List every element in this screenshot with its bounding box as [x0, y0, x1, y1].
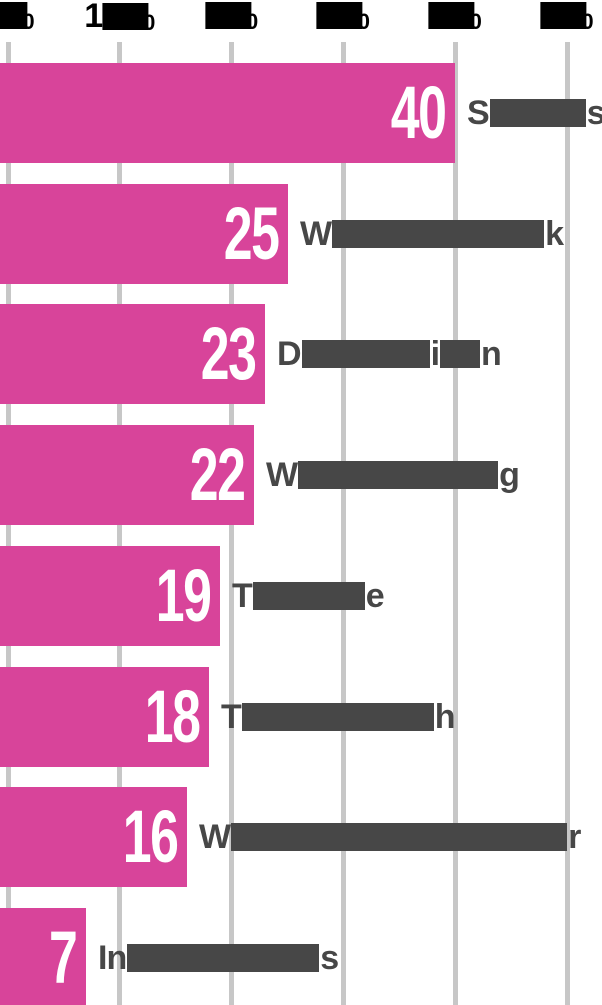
- missing-glyph-box: [102, 3, 149, 30]
- bar-value-label: 23: [200, 312, 256, 395]
- category-label-text: W: [199, 817, 231, 856]
- missing-glyph-box: [127, 944, 320, 972]
- x-axis-tick-label: 0: [0, 2, 35, 34]
- bar-value-label: 22: [189, 433, 245, 516]
- missing-glyph-box: [301, 340, 430, 368]
- bar-value-label: 40: [390, 71, 446, 154]
- category-label-text: W: [300, 214, 332, 253]
- category-label-text: In: [98, 938, 127, 977]
- category-label: In s: [98, 908, 339, 1005]
- missing-glyph-box: [0, 2, 28, 29]
- category-label-text: S: [467, 93, 490, 132]
- gridline: [564, 42, 570, 1005]
- bar: 22: [0, 425, 254, 525]
- x-axis-tick-label: 0: [428, 2, 482, 34]
- bar-value-label: 16: [122, 795, 178, 878]
- bar: 23: [0, 304, 265, 404]
- missing-glyph-box: [204, 2, 251, 29]
- bar: 40: [0, 63, 455, 163]
- category-label-text: W: [266, 455, 298, 494]
- missing-glyph-box: [332, 220, 545, 248]
- missing-glyph-box: [231, 823, 568, 851]
- category-label-text: g: [499, 455, 520, 494]
- missing-glyph-box: [241, 703, 434, 731]
- gridline: [340, 42, 346, 1005]
- tick-digit: 0: [581, 9, 594, 34]
- missing-glyph-box: [316, 2, 363, 29]
- tick-digit: 0: [469, 9, 482, 34]
- missing-glyph-box: [252, 582, 365, 610]
- category-label-text: i: [430, 334, 441, 373]
- category-label-text: T: [232, 576, 253, 615]
- category-label-text: n: [481, 334, 502, 373]
- missing-glyph-box: [440, 340, 481, 368]
- category-label-text: s: [586, 93, 602, 132]
- missing-glyph-box: [298, 461, 499, 489]
- gridline: [452, 42, 458, 1005]
- bar: 25: [0, 184, 288, 284]
- bar: 19: [0, 546, 220, 646]
- category-label-text: r: [568, 817, 581, 856]
- bar: 7: [0, 908, 86, 1005]
- category-label-text: e: [365, 576, 385, 615]
- missing-glyph-box: [428, 2, 475, 29]
- bar-row: 7 In s: [0, 908, 602, 1005]
- bar-value-label: 19: [155, 554, 211, 637]
- category-label-text: h: [434, 697, 456, 736]
- bar-value-label: 7: [48, 916, 78, 999]
- tick-digit: 0: [143, 10, 156, 35]
- bar-value-label: 18: [144, 675, 200, 758]
- x-axis-tick-label: 0: [316, 2, 371, 34]
- x-axis-tick-label: 0: [204, 2, 259, 34]
- missing-glyph-box: [489, 99, 586, 127]
- tick-digit: 0: [357, 9, 371, 34]
- bar: 16: [0, 787, 187, 887]
- tick-digit: 0: [245, 9, 259, 34]
- tick-digit: 1: [84, 0, 103, 35]
- missing-glyph-box: [540, 2, 587, 29]
- category-label-text: T: [221, 697, 242, 736]
- bar: 18: [0, 667, 209, 767]
- bar-value-label: 25: [223, 192, 279, 275]
- category-label-text: k: [545, 214, 564, 253]
- x-axis-tick-label: 0: [540, 2, 594, 34]
- category-label-text: s: [320, 938, 339, 977]
- category-label-text: D: [277, 334, 302, 373]
- tick-digit: 0: [22, 9, 35, 34]
